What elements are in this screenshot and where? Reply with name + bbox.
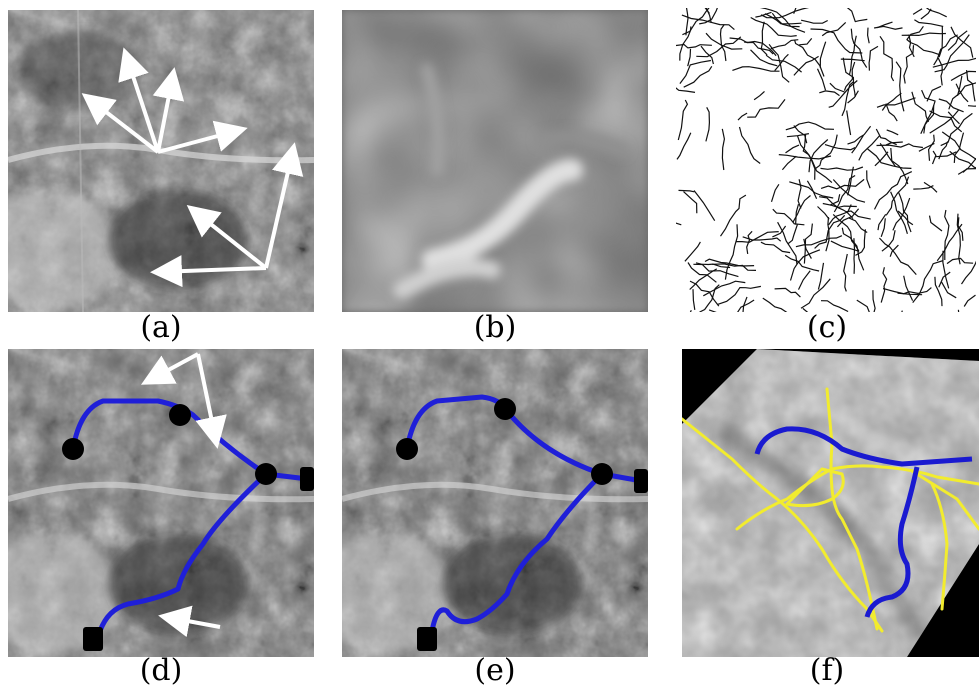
path-blue: [754, 426, 973, 618]
panel-d-aerial-path: [8, 349, 314, 657]
caption-b: (b): [473, 310, 517, 345]
panel-b-blurred-image: [342, 10, 648, 312]
caption-e: (e): [474, 653, 516, 688]
panel-d-svg: [8, 349, 314, 657]
panel-a-svg: [8, 10, 314, 312]
panel-e-aerial-path: [342, 349, 648, 657]
panel-e-svg: [342, 349, 648, 657]
panel-a-aerial-image-arrows: [8, 10, 314, 312]
caption-a: (a): [140, 310, 182, 345]
panel-b-svg: [342, 10, 648, 312]
panel-c-edge-map: [676, 8, 976, 312]
panel-f-3d-terrain: [682, 349, 979, 657]
caption-d: (d): [139, 653, 183, 688]
panel-c-svg: [676, 8, 976, 312]
edge-segments: [676, 8, 976, 312]
panel-f-svg: [682, 349, 979, 657]
caption-c: (c): [806, 310, 848, 345]
caption-f: (f): [809, 653, 845, 688]
